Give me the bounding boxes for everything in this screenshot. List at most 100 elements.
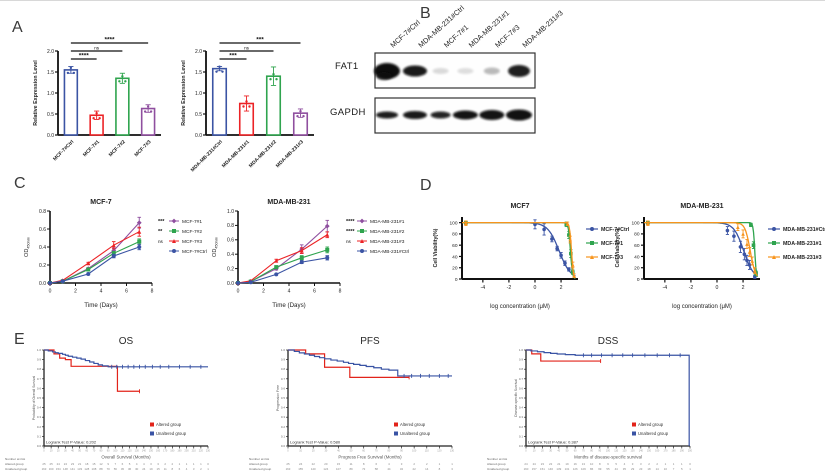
svg-text:0.6: 0.6 — [39, 227, 46, 233]
svg-text:5: 5 — [615, 462, 617, 466]
svg-text:MCF-7#Ctrl: MCF-7#Ctrl — [182, 249, 207, 255]
svg-text:****: **** — [104, 37, 115, 44]
svg-text:0.5: 0.5 — [47, 112, 54, 118]
svg-text:1.5: 1.5 — [47, 70, 54, 76]
svg-text:1: 1 — [200, 462, 202, 466]
svg-text:0.7: 0.7 — [281, 377, 286, 381]
svg-text:170: 170 — [163, 450, 168, 453]
svg-text:110: 110 — [614, 450, 619, 453]
svg-text:190: 190 — [177, 450, 182, 453]
svg-text:60: 60 — [85, 450, 88, 453]
svg-text:0.4: 0.4 — [227, 252, 234, 258]
svg-text:25: 25 — [50, 462, 54, 466]
svg-text:-2: -2 — [689, 285, 694, 291]
svg-text:89: 89 — [349, 467, 353, 471]
growth-curve-mcf7: MCF-7 0.0 0.2 0.4 0.6 0.8 0 2 4 6 8 Time (Days) OD45… — [20, 191, 215, 313]
svg-text:20: 20 — [57, 450, 60, 453]
svg-text:10: 10 — [299, 450, 302, 453]
svg-text:45: 45 — [121, 467, 125, 471]
svg-text:Unaltered group: Unaltered group — [5, 467, 27, 471]
panel-label-d: D — [420, 177, 432, 194]
svg-text:Time (Days): Time (Days) — [272, 302, 305, 309]
svg-text:35: 35 — [623, 467, 627, 471]
svg-text:3: 3 — [193, 467, 195, 471]
svg-text:6: 6 — [376, 462, 378, 466]
svg-text:0.1: 0.1 — [281, 434, 286, 438]
svg-text:25: 25 — [42, 462, 46, 466]
svg-text:80: 80 — [388, 450, 391, 453]
svg-text:0: 0 — [637, 277, 640, 283]
svg-text:44: 44 — [615, 467, 619, 471]
svg-text:OD450nm: OD450nm — [212, 237, 219, 257]
svg-text:4: 4 — [288, 289, 291, 295]
svg-text:1: 1 — [681, 462, 683, 466]
svg-text:40: 40 — [634, 254, 640, 260]
svg-text:MDA-MB-231#1: MDA-MB-231#1 — [370, 219, 405, 225]
svg-text:0.0: 0.0 — [227, 281, 234, 287]
svg-text:MCF-7#2: MCF-7#2 — [108, 139, 127, 158]
svg-text:Altered group: Altered group — [5, 462, 24, 466]
svg-text:0.0: 0.0 — [37, 444, 42, 448]
svg-text:60: 60 — [452, 243, 458, 249]
svg-text:log concentration (μM): log concentration (μM) — [672, 304, 732, 310]
svg-text:1.0: 1.0 — [227, 209, 234, 215]
svg-text:0.9: 0.9 — [281, 358, 286, 362]
svg-text:90: 90 — [598, 450, 601, 453]
western-blot-image: MCF-7#Ctrl MDA-MB-231#Ctrl MCF-7#1 MDA-MB-2… — [325, 1, 665, 151]
svg-text:20: 20 — [634, 266, 640, 272]
svg-text:Altered group: Altered group — [156, 422, 182, 427]
svg-text:22: 22 — [549, 462, 553, 466]
svg-text:MDA-MB-231#3: MDA-MB-231#3 — [370, 239, 405, 245]
svg-text:0.2: 0.2 — [227, 266, 234, 272]
svg-text:Unaltered group: Unaltered group — [249, 467, 271, 471]
svg-text:4: 4 — [100, 289, 103, 295]
dose-response-mda-mb-231: MDA-MB-231 0 20 40 60 80 100 -4 -2 0 2 log concentr… — [610, 193, 825, 313]
svg-text:23: 23 — [639, 467, 643, 471]
panel-label-b: B — [420, 5, 431, 22]
svg-text:8: 8 — [172, 467, 174, 471]
svg-text:24: 24 — [299, 462, 303, 466]
svg-text:log concentration (μM): log concentration (μM) — [490, 304, 550, 310]
svg-text:50: 50 — [566, 450, 569, 453]
svg-text:0.2: 0.2 — [519, 425, 524, 429]
svg-text:MDA-MB-231#Ctrl: MDA-MB-231#Ctrl — [190, 139, 225, 174]
svg-text:70: 70 — [107, 467, 111, 471]
svg-text:MCF-7: MCF-7 — [90, 199, 111, 206]
svg-text:60: 60 — [362, 450, 365, 453]
svg-text:4: 4 — [388, 462, 390, 466]
svg-text:Unaltered group: Unaltered group — [638, 431, 669, 436]
svg-text:200: 200 — [688, 450, 693, 453]
svg-text:146: 146 — [548, 467, 553, 471]
svg-text:MDA-MB-231#Ctrl: MDA-MB-231#Ctrl — [370, 249, 409, 255]
svg-text:150: 150 — [647, 450, 652, 453]
svg-text:90: 90 — [107, 450, 110, 453]
svg-text:ns: ns — [244, 46, 250, 51]
svg-text:0.2: 0.2 — [39, 263, 46, 269]
svg-text:190: 190 — [680, 450, 685, 453]
svg-text:0: 0 — [207, 462, 209, 466]
svg-text:**: ** — [158, 229, 163, 235]
svg-text:60: 60 — [634, 243, 640, 249]
svg-text:151: 151 — [540, 467, 545, 471]
svg-text:2: 2 — [656, 462, 658, 466]
svg-text:40: 40 — [71, 450, 74, 453]
svg-text:0.0: 0.0 — [39, 281, 46, 287]
svg-text:88: 88 — [99, 467, 103, 471]
svg-text:22: 22 — [413, 467, 417, 471]
svg-text:1: 1 — [207, 467, 209, 471]
svg-text:10: 10 — [50, 450, 53, 453]
svg-text:2.0: 2.0 — [47, 49, 54, 55]
svg-text:140: 140 — [142, 450, 147, 453]
svg-text:0.5: 0.5 — [519, 396, 524, 400]
svg-text:2: 2 — [164, 462, 166, 466]
svg-text:0: 0 — [49, 289, 52, 295]
svg-text:0.0: 0.0 — [519, 444, 524, 448]
svg-text:1: 1 — [451, 462, 453, 466]
svg-text:2: 2 — [426, 462, 428, 466]
svg-text:MCF-7#3: MCF-7#3 — [601, 255, 623, 261]
svg-text:****: **** — [346, 229, 355, 235]
svg-text:6: 6 — [313, 289, 316, 295]
svg-text:80: 80 — [634, 232, 640, 238]
svg-text:ns: ns — [346, 239, 352, 244]
svg-text:0.9: 0.9 — [519, 358, 524, 362]
